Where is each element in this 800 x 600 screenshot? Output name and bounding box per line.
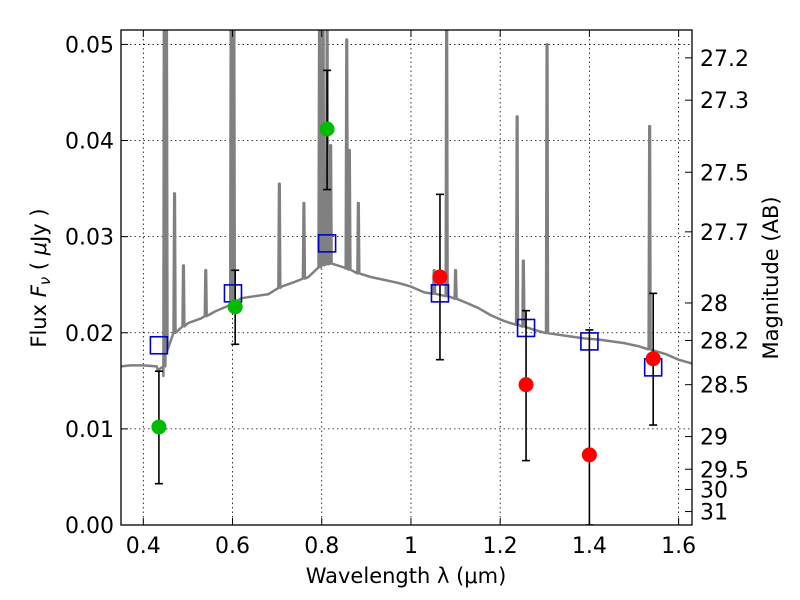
x-tick-label: 1.4 xyxy=(572,534,607,559)
plot-background xyxy=(121,30,692,525)
y-axis-label-symbol: F xyxy=(27,284,51,297)
x-tick-label: 1.2 xyxy=(483,534,518,559)
x-tick-label: 0.4 xyxy=(126,534,161,559)
y-axis-label-part: Flux xyxy=(27,297,51,347)
y-axis-ticks: 0.00 0.01 0.02 0.03 0.04 0.05 xyxy=(65,33,128,539)
right-tick-label: 28 xyxy=(700,292,728,317)
model-photometry-square xyxy=(149,335,169,355)
y-tick-label: 0.01 xyxy=(65,418,114,443)
plot-frame xyxy=(120,29,693,526)
y-tick-label: 0.00 xyxy=(65,514,114,539)
x-axis-label: Wavelength λ (μm) xyxy=(306,564,507,588)
right-tick-label: 31 xyxy=(700,501,728,526)
right-tick-label: 30 xyxy=(700,478,728,503)
right-tick-label: 29 xyxy=(700,426,728,451)
right-axis-label: Magnitude (AB) xyxy=(759,196,783,359)
y-axis-label-mu: μ xyxy=(27,242,51,256)
x-tick-label: 0.6 xyxy=(215,534,250,559)
right-tick-label: 27.5 xyxy=(700,161,749,186)
detection-point xyxy=(319,121,335,137)
model-spectrum-line xyxy=(121,30,692,378)
right-tick-label: 28.5 xyxy=(700,374,749,399)
right-tick-label: 29.5 xyxy=(700,458,749,483)
x-tick-label: 0.8 xyxy=(304,534,339,559)
upper-limit-point xyxy=(432,269,448,285)
right-tick-label: 27.7 xyxy=(700,221,749,246)
y-tick-label: 0.02 xyxy=(65,322,114,347)
observed-points xyxy=(151,121,661,463)
right-tick-label: 28.2 xyxy=(700,329,749,354)
model-photometry-square xyxy=(317,234,337,253)
y-tick-label: 0.04 xyxy=(65,130,114,155)
x-axis-ticks: 0.4 0.6 0.8 1 1.2 1.4 1.6 xyxy=(126,30,696,559)
y-tick-label: 0.05 xyxy=(65,33,114,58)
y-axis-label-part: ( xyxy=(27,255,51,277)
right-tick-label: 27.3 xyxy=(700,89,749,114)
y-axis-label-subscript: ν xyxy=(36,277,54,285)
y-axis-label-part: Jy ) xyxy=(27,208,51,244)
detection-point xyxy=(151,419,167,435)
right-tick-label: 27.2 xyxy=(700,47,749,72)
detection-point xyxy=(227,299,243,315)
upper-limit-point xyxy=(518,377,534,393)
x-tick-label: 1.6 xyxy=(661,534,696,559)
x-tick-label: 1 xyxy=(404,534,418,559)
y-tick-label: 0.03 xyxy=(65,226,114,251)
plot-area xyxy=(121,30,692,525)
upper-limit-point xyxy=(645,351,661,367)
y-axis-label: Flux Fν ( μJy ) xyxy=(27,208,54,347)
upper-limit-point xyxy=(581,447,597,463)
